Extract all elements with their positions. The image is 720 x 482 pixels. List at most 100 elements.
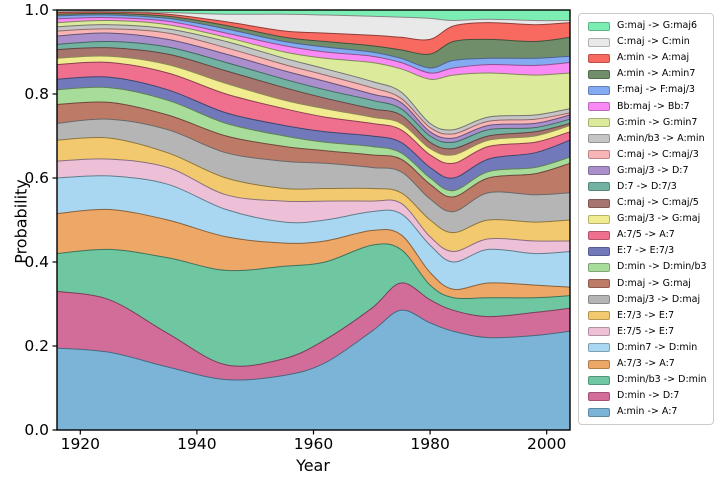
legend-swatch [588,343,610,353]
layer-edge [56,309,571,381]
area-layer [57,175,570,290]
legend-swatch [588,375,610,385]
layer-edge [56,28,571,135]
legend-item: Bb:maj -> Bb:7 [588,98,711,114]
area-layer [57,76,570,191]
legend-label: D:min/b3 -> D:min [617,374,707,386]
legend-label: F:maj -> F:maj/3 [617,84,695,96]
legend-label: Bb:maj -> Bb:7 [617,100,690,112]
legend-item: A:min/b3 -> A:min [588,131,711,147]
area-layer [57,158,570,263]
layer-edge [56,55,571,156]
area-layer [57,101,570,212]
layer-edge [56,24,571,131]
area-layer [57,47,570,156]
area-layer [57,282,570,380]
legend-item: D:min -> D:min/b3 [588,259,711,275]
legend-label: A:min -> A:min7 [617,68,696,80]
layer-edge [56,208,571,291]
legend-item: G:maj/3 -> D:7 [588,163,711,179]
y-axis-label: Probability [11,179,31,264]
legend-swatch [588,118,610,128]
legend-swatch [588,407,610,417]
legend-swatch [588,198,610,208]
layer-edge [56,101,571,198]
legend-swatch [588,262,610,272]
legend-item: A:min -> A:min7 [588,66,711,82]
legend-label: D:maj/3 -> D:maj [617,293,701,305]
legend-swatch [588,391,610,401]
legend-label: G:min -> G:min7 [617,116,698,128]
area-layer [57,310,570,430]
layer-edge [56,10,571,22]
legend-label: A:7/3 -> A:7 [617,358,675,370]
legend-swatch [588,21,610,31]
layer-edge [56,282,571,367]
legend-item: G:maj/3 -> G:maj [588,211,711,227]
legend-swatch [588,311,610,321]
legend-swatch [588,359,610,369]
layer-edge [56,118,571,213]
area-layer [57,62,570,179]
legend-label: E:7/5 -> E:7 [617,325,675,337]
legend-item: A:7/5 -> A:7 [588,227,711,243]
legend-item: D:min7 -> D:min [588,340,711,356]
legend-item: D:maj -> G:maj [588,276,711,292]
area-layer [57,137,570,252]
x-tick-label: 1960 [294,435,333,453]
legend-label: A:min -> A:maj [617,52,690,64]
legend-item: C:maj -> C:maj/5 [588,195,711,211]
layer-edge [56,243,571,300]
layer-edge [56,86,571,192]
legend-swatch [588,134,610,144]
layer-edge [56,136,571,234]
legend-item: E:7/5 -> E:7 [588,324,711,340]
area-layer [57,11,570,40]
legend-label: D:min -> D:min/b3 [617,261,707,273]
legend-swatch [588,246,610,256]
layer-edge [56,61,571,165]
layer-edge [56,32,571,139]
legend-swatch [588,182,610,192]
area-layer [57,119,570,233]
legend-item: E:7/3 -> E:7 [588,308,711,324]
y-tick-label: 0.8 [24,85,49,103]
legend-item: E:7 -> E:7/3 [588,243,711,259]
legend-swatch [588,295,610,305]
legend-swatch [588,150,610,160]
legend-swatch [588,53,610,63]
x-tick-label: 1920 [61,435,100,453]
legend-label: C:maj -> C:min [617,36,690,48]
y-tick-label: 0.0 [24,421,49,439]
area-layer [57,55,570,164]
legend-swatch [588,230,610,240]
layer-edge [56,47,571,150]
legend-swatch [588,102,610,112]
legend-label: D:7 -> D:7/3 [617,180,677,192]
area-layer [57,20,570,131]
legend-label: G:maj/3 -> D:7 [617,164,689,176]
legend-label: C:maj -> C:maj/3 [617,148,699,160]
legend-item: A:min -> A:7 [588,404,711,420]
area-layer [57,87,570,197]
legend-label: D:maj -> G:maj [617,277,691,289]
x-tick-label: 2000 [527,435,566,453]
layer-edge [56,40,571,144]
legend-label: A:min/b3 -> A:min [617,132,705,144]
legend-item: G:maj -> G:maj6 [588,18,711,34]
legend-item: D:min/b3 -> D:min [588,372,711,388]
legend-label: A:min -> A:7 [617,406,678,418]
area-layer [57,209,570,299]
legend-swatch [588,69,610,79]
legend-label: D:min7 -> D:min [617,341,698,353]
legend-label: A:7/5 -> A:7 [617,229,675,241]
area-layer [57,243,570,367]
legend-label: D:min -> D:7 [617,390,680,402]
legend-swatch [588,37,610,47]
legend-item: D:7 -> D:7/3 [588,179,711,195]
layer-edge [56,12,571,55]
legend-swatch [588,214,610,224]
layer-edge [56,158,571,253]
